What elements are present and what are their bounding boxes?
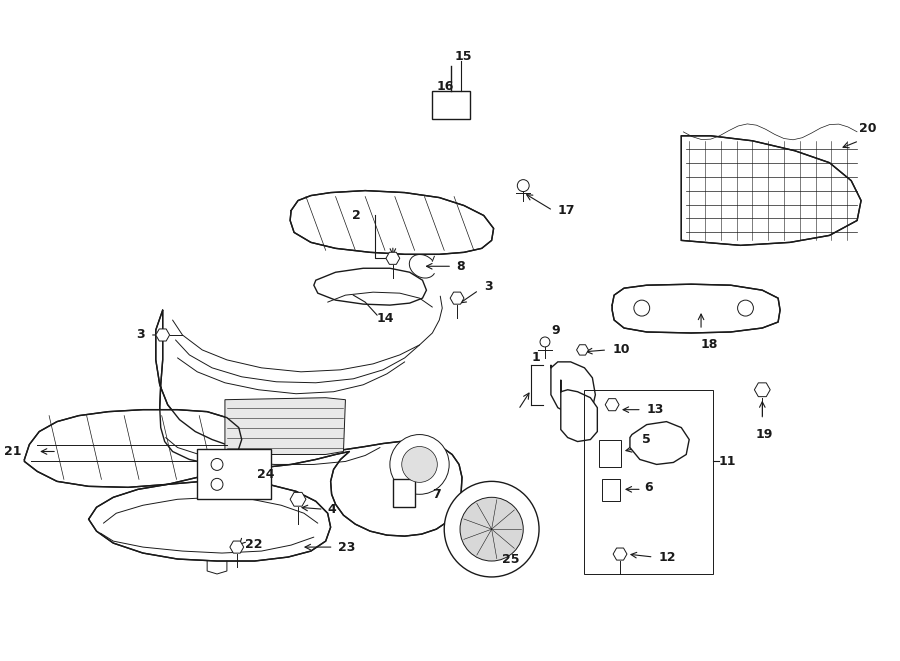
- FancyBboxPatch shape: [602, 479, 620, 501]
- Text: 5: 5: [642, 433, 651, 446]
- Circle shape: [390, 434, 449, 494]
- Polygon shape: [754, 383, 770, 397]
- Polygon shape: [225, 398, 346, 455]
- Circle shape: [212, 459, 223, 471]
- Text: 15: 15: [454, 50, 472, 63]
- Text: 23: 23: [338, 541, 355, 553]
- Circle shape: [460, 497, 523, 561]
- Text: 21: 21: [4, 445, 22, 458]
- Polygon shape: [613, 548, 627, 560]
- Text: 17: 17: [558, 204, 575, 217]
- Polygon shape: [605, 399, 619, 410]
- Text: 10: 10: [612, 344, 630, 356]
- Polygon shape: [681, 136, 861, 245]
- Polygon shape: [551, 362, 596, 414]
- Text: 19: 19: [755, 428, 773, 441]
- Polygon shape: [612, 284, 780, 333]
- Polygon shape: [156, 329, 169, 341]
- Text: 16: 16: [436, 79, 454, 93]
- Text: 2: 2: [352, 209, 360, 222]
- FancyBboxPatch shape: [599, 440, 621, 467]
- Polygon shape: [156, 310, 462, 536]
- Text: 1: 1: [531, 352, 540, 364]
- Text: 20: 20: [860, 122, 877, 136]
- Polygon shape: [24, 410, 242, 487]
- Text: 18: 18: [701, 338, 718, 352]
- Polygon shape: [561, 380, 598, 442]
- Text: 3: 3: [483, 280, 492, 293]
- Polygon shape: [197, 449, 272, 499]
- Text: 11: 11: [719, 455, 736, 468]
- Text: 3: 3: [136, 329, 145, 342]
- Polygon shape: [230, 541, 244, 553]
- Polygon shape: [386, 253, 400, 264]
- Text: 14: 14: [377, 311, 394, 325]
- Text: 4: 4: [328, 503, 337, 516]
- Polygon shape: [630, 422, 689, 465]
- Circle shape: [738, 300, 753, 316]
- Circle shape: [634, 300, 650, 316]
- Text: 22: 22: [245, 537, 262, 551]
- Text: 25: 25: [501, 553, 519, 566]
- Circle shape: [212, 479, 223, 490]
- Circle shape: [445, 481, 539, 577]
- Polygon shape: [450, 292, 464, 304]
- Polygon shape: [314, 268, 427, 305]
- Text: 6: 6: [644, 481, 652, 494]
- Text: 12: 12: [659, 551, 676, 564]
- Polygon shape: [290, 492, 306, 506]
- Polygon shape: [577, 345, 589, 355]
- FancyBboxPatch shape: [393, 479, 415, 507]
- FancyBboxPatch shape: [432, 91, 470, 119]
- Polygon shape: [88, 481, 330, 561]
- Text: 24: 24: [256, 468, 274, 481]
- Circle shape: [540, 337, 550, 347]
- Circle shape: [401, 447, 437, 483]
- Text: 8: 8: [456, 260, 464, 273]
- Circle shape: [518, 180, 529, 192]
- Text: 13: 13: [647, 403, 664, 416]
- Polygon shape: [290, 190, 493, 254]
- Text: 9: 9: [551, 323, 560, 336]
- Text: 7: 7: [432, 488, 441, 501]
